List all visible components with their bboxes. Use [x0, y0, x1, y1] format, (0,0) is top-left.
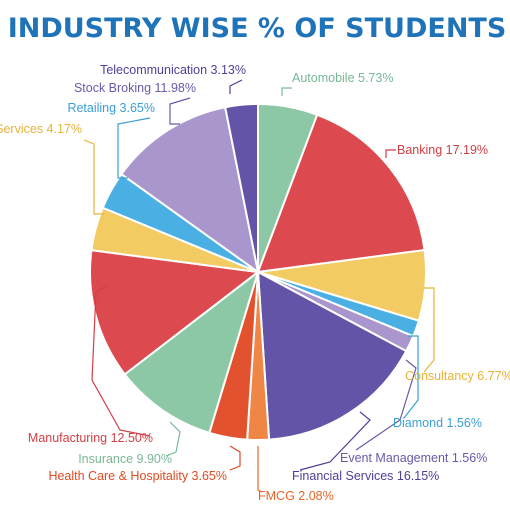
pie-slice-banking [256, 113, 426, 274]
leader-line-telecommunication [229, 79, 243, 94]
pie-slice-insurance [123, 269, 260, 435]
leader-line-other-services [83, 139, 104, 215]
slice-label-insurance: Insurance 9.90% [78, 452, 172, 466]
slice-label-telecommunication: Telecommunication 3.13% [100, 63, 246, 77]
leader-line-financial-services [299, 411, 371, 471]
slice-label-stock-broking: Stock Broking 11.98% [74, 81, 196, 95]
pie-slice-manufacturing [89, 249, 261, 376]
slice-label-other-services: Other Services 4.17% [0, 122, 82, 136]
pie-slice-financial-services [256, 270, 408, 441]
slice-label-manufacturing: Manufacturing 12.50% [28, 431, 153, 445]
slice-label-automobile: Automobile 5.73% [292, 71, 393, 85]
leader-lines [83, 79, 435, 493]
pie-slice-telecommunication [224, 102, 259, 273]
slice-label-financial-services: Financial Services 16.15% [292, 469, 439, 483]
slice-label-event-management: Event Management 1.56% [340, 451, 487, 465]
leader-line-retailing [117, 117, 151, 179]
leader-line-diamond [403, 335, 419, 419]
slice-label-banking: Banking 17.19% [397, 143, 488, 157]
pie-slices [89, 102, 427, 441]
leader-line-event-management [355, 359, 417, 451]
leader-line-consultancy [423, 287, 435, 373]
leader-line-health-care-hospitality [229, 445, 241, 471]
leader-line-automobile [281, 87, 292, 96]
slice-label-fmcg: FMCG 2.08% [258, 489, 334, 503]
leader-line-fmcg [257, 446, 263, 493]
leader-line-manufacturing [91, 285, 151, 437]
leader-line-banking [385, 149, 396, 158]
slice-label-retailing: Retailing 3.65% [67, 101, 155, 115]
pie-slice-stock-broking [120, 106, 260, 275]
slice-label-health-care-hospitality: Health Care & Hospitality 3.65% [48, 469, 227, 483]
slice-labels: Automobile 5.73% Banking 17.19% Consultanc… [0, 63, 510, 503]
slice-label-diamond: Diamond 1.56% [393, 416, 482, 430]
slice-label-consultancy: Consultancy 6.77% [405, 369, 510, 383]
chart-title: INDUSTRY WISE % OF STUDENTS [8, 13, 507, 44]
leader-line-insurance [165, 421, 181, 457]
leader-line-stock-broking [169, 97, 191, 125]
